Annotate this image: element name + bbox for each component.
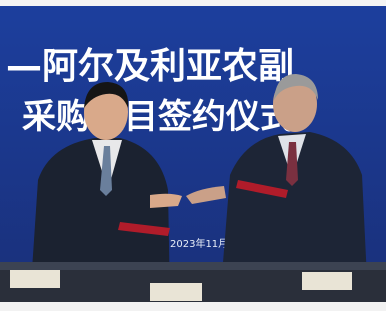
bottom-edge xyxy=(0,302,386,311)
table-edge xyxy=(0,262,386,270)
name-card xyxy=(302,272,352,290)
name-card xyxy=(10,270,60,288)
name-card xyxy=(150,283,202,301)
banner-line-1: —阿尔及利亚农副 xyxy=(6,46,294,87)
photo: —阿尔及利亚农副 采购项目签约仪式 2023年11月8日 xyxy=(0,0,386,311)
top-edge xyxy=(0,0,386,6)
banner-line-2: 采购项目签约仪式 xyxy=(22,97,294,137)
